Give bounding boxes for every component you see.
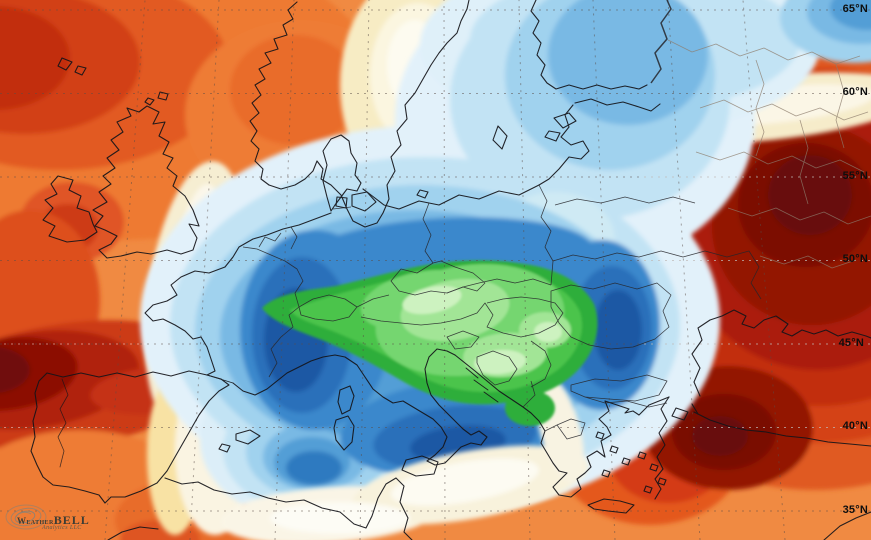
latitude-label-65n: 65°N (842, 3, 868, 15)
brand-prefix: Weather (17, 516, 54, 526)
latitude-label-50n: 50°N (842, 253, 868, 265)
admin-borders-gray (667, 39, 871, 269)
latitude-label-45n: 45°N (838, 337, 864, 349)
weatherbell-spiral-icon (5, 504, 47, 530)
latitude-label-40n: 40°N (842, 420, 868, 432)
latitude-label-55n: 55°N (842, 170, 868, 182)
brand-tagline: Analytics LLC (42, 525, 82, 531)
coastlines (30, 0, 871, 540)
country-borders (242, 0, 762, 440)
cold-core-green (262, 260, 598, 426)
latitude-label-60n: 60°N (842, 86, 868, 98)
weatherbell-wordmark: WeatherBELL (17, 511, 90, 529)
brand-suffix: BELL (53, 513, 90, 527)
graticule-grid-light (0, 176, 871, 428)
weatherbell-watermark: WeatherBELL Analytics LLC (4, 500, 114, 538)
southern-neutral-band (220, 376, 589, 540)
latitude-label-35n: 35°N (842, 504, 868, 516)
